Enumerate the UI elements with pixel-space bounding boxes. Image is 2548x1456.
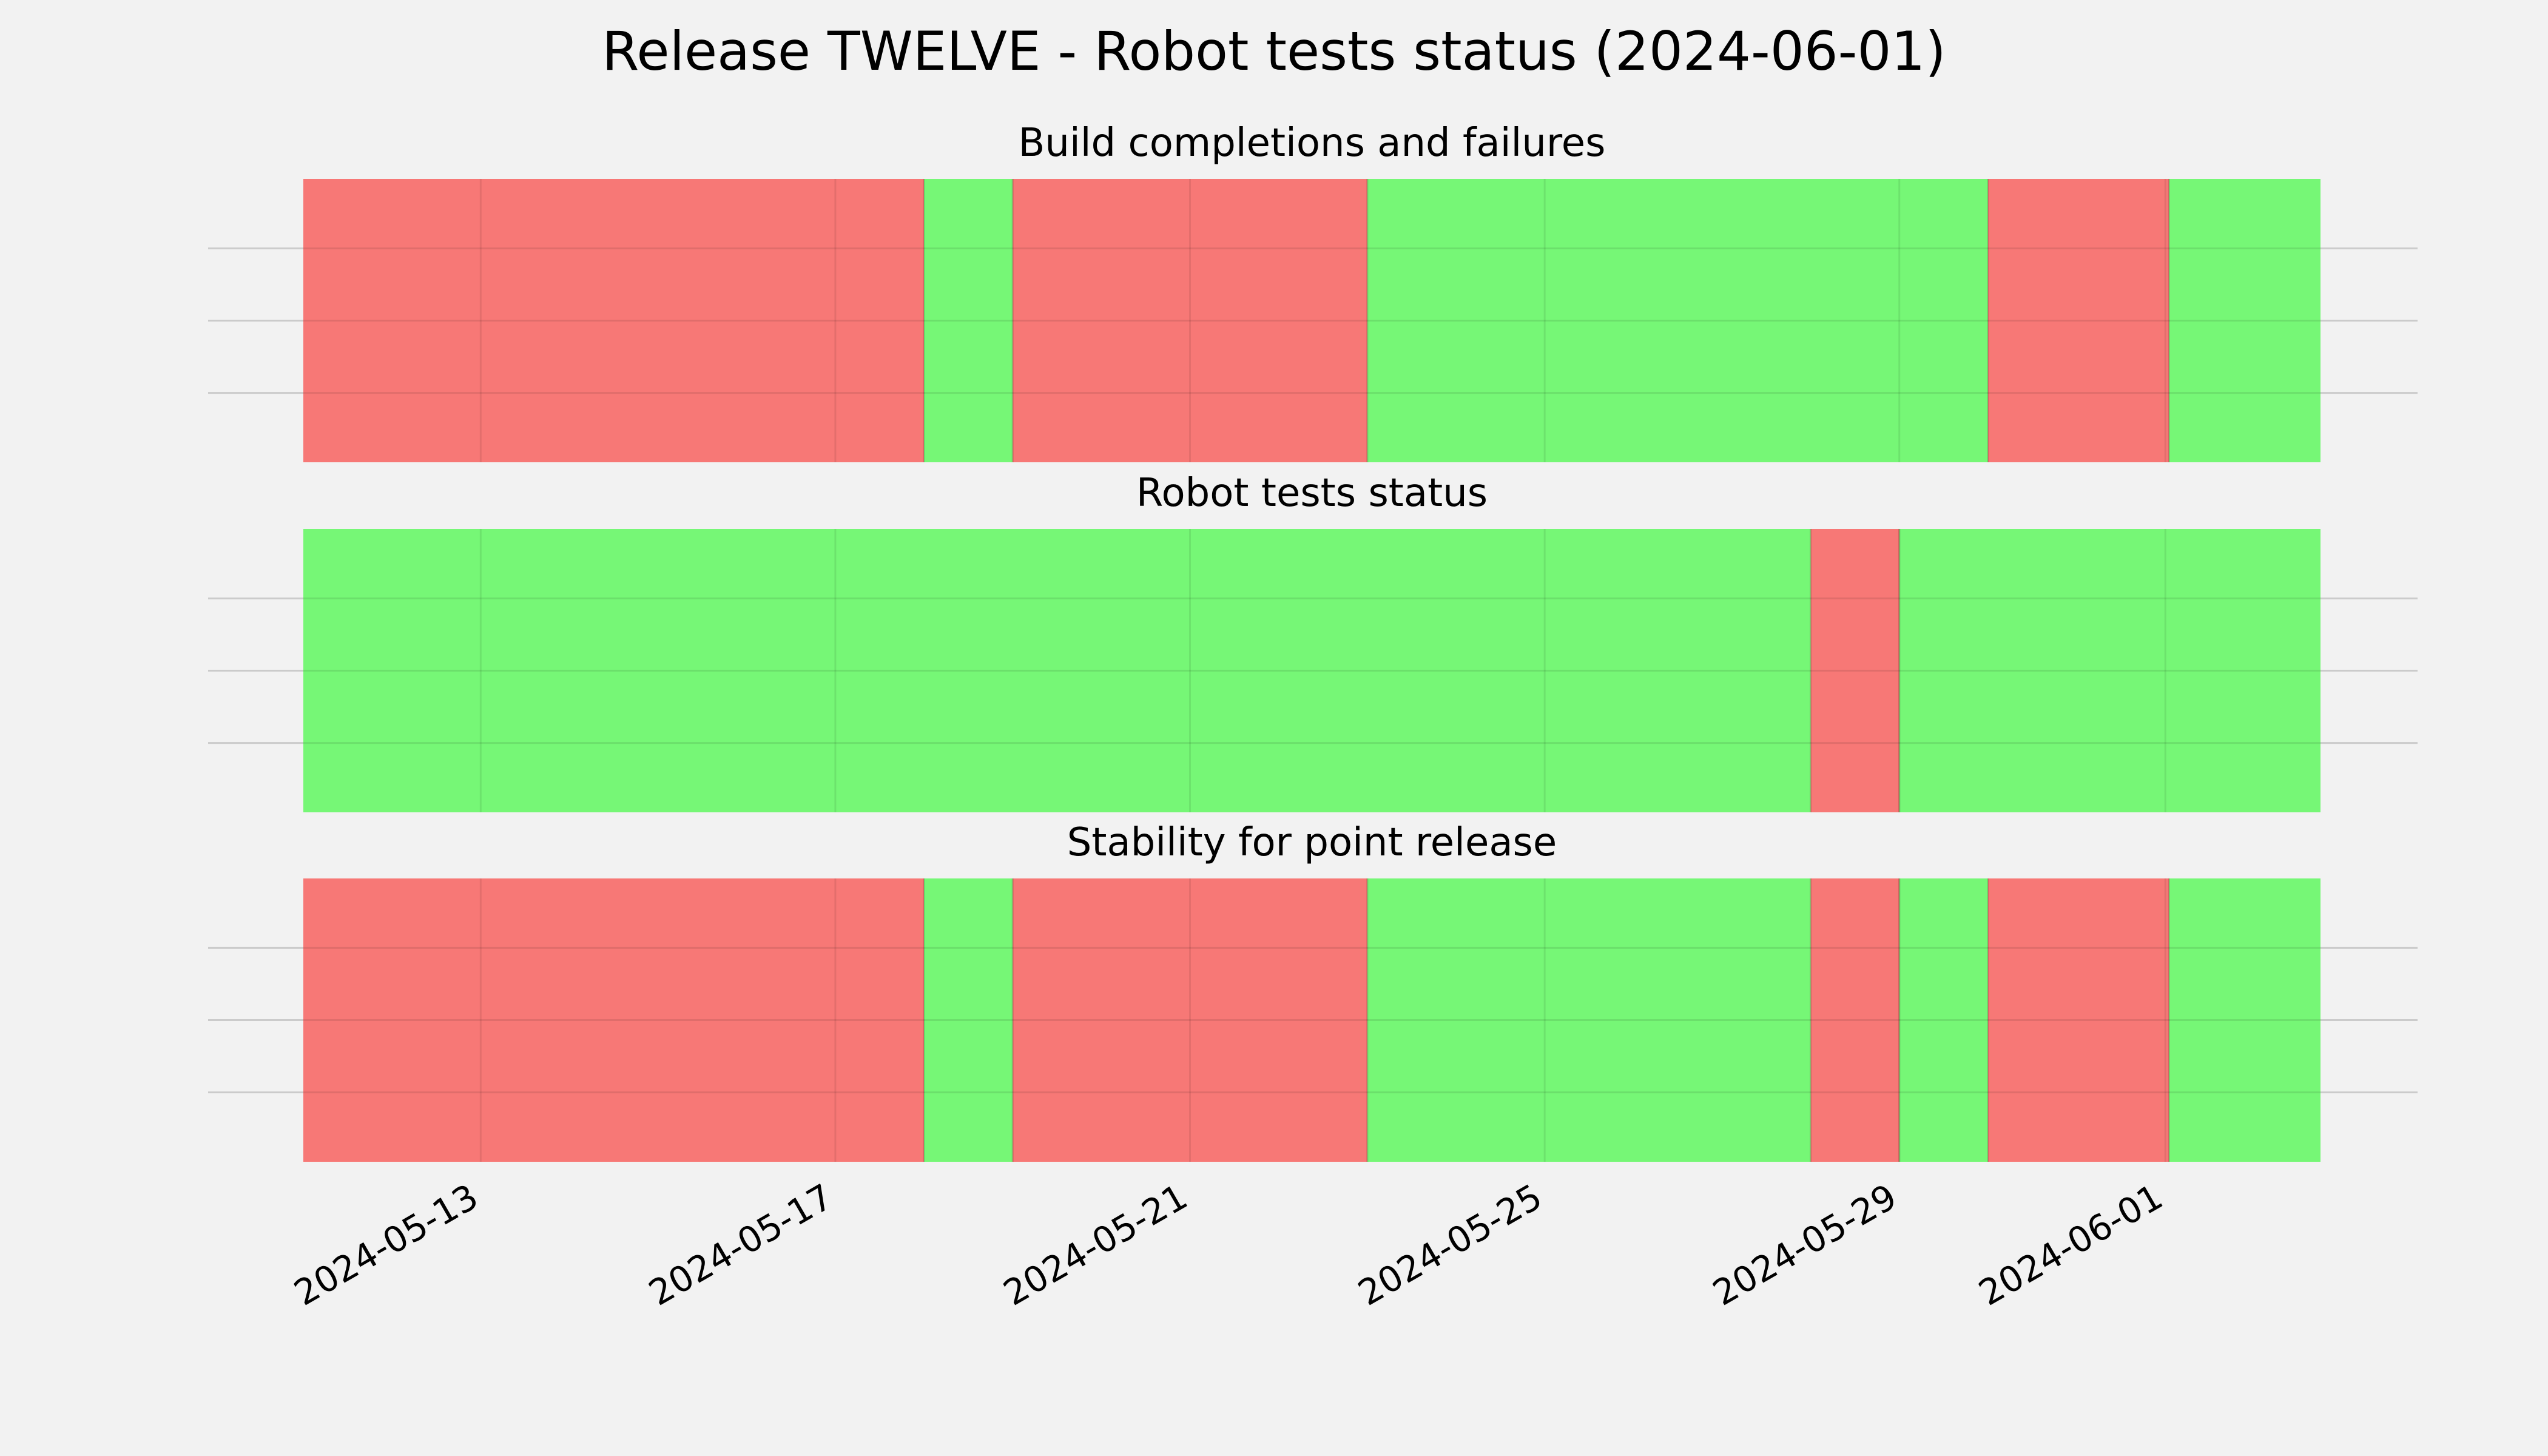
- segment-pass: [2169, 179, 2320, 462]
- segment-pass: [924, 179, 1013, 462]
- x-tick-label: 2024-05-13: [287, 1176, 485, 1313]
- x-tick-label: 2024-05-17: [642, 1176, 840, 1313]
- x-tick-label: 2024-05-21: [997, 1176, 1195, 1313]
- segment-fail: [303, 878, 925, 1162]
- segment-pass: [924, 878, 1013, 1162]
- panel-title: Stability for point release: [1067, 820, 1557, 865]
- panel-2: Robot tests status: [208, 471, 2418, 812]
- segment-pass: [2169, 878, 2320, 1162]
- x-tick-label: 2024-06-01: [1972, 1176, 2169, 1313]
- segment-fail: [1810, 529, 1899, 812]
- segment-fail: [1987, 179, 2169, 462]
- panels: Build completions and failures Robot test…: [208, 121, 2418, 1162]
- segment-pass: [1367, 179, 1988, 462]
- segment-fail: [303, 179, 925, 462]
- panel-1: Build completions and failures: [208, 121, 2418, 462]
- segment-fail: [1013, 878, 1367, 1162]
- x-tick-label: 2024-05-25: [1351, 1176, 1549, 1313]
- panel-3: Stability for point release: [208, 820, 2418, 1162]
- segment-fail: [1810, 878, 1899, 1162]
- segment-fail: [1987, 878, 2169, 1162]
- segment-pass: [1367, 878, 1811, 1162]
- x-tick-labels: 2024-05-13 2024-05-17 2024-05-21 2024-05-25…: [287, 1176, 2169, 1313]
- segment-pass: [1899, 529, 2320, 812]
- segment-pass: [1899, 878, 1988, 1162]
- figure-title: Release TWELVE - Robot tests status (202…: [602, 20, 1946, 83]
- panel-title: Build completions and failures: [1019, 121, 1606, 166]
- x-tick-label: 2024-05-29: [1706, 1176, 1904, 1313]
- segment-fail: [1013, 179, 1367, 462]
- panel-title: Robot tests status: [1136, 471, 1488, 516]
- segment-pass: [303, 529, 1811, 812]
